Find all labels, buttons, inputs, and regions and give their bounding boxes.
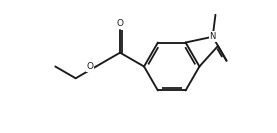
Text: O: O xyxy=(87,62,94,71)
Text: N: N xyxy=(209,32,216,41)
Text: O: O xyxy=(117,19,124,28)
